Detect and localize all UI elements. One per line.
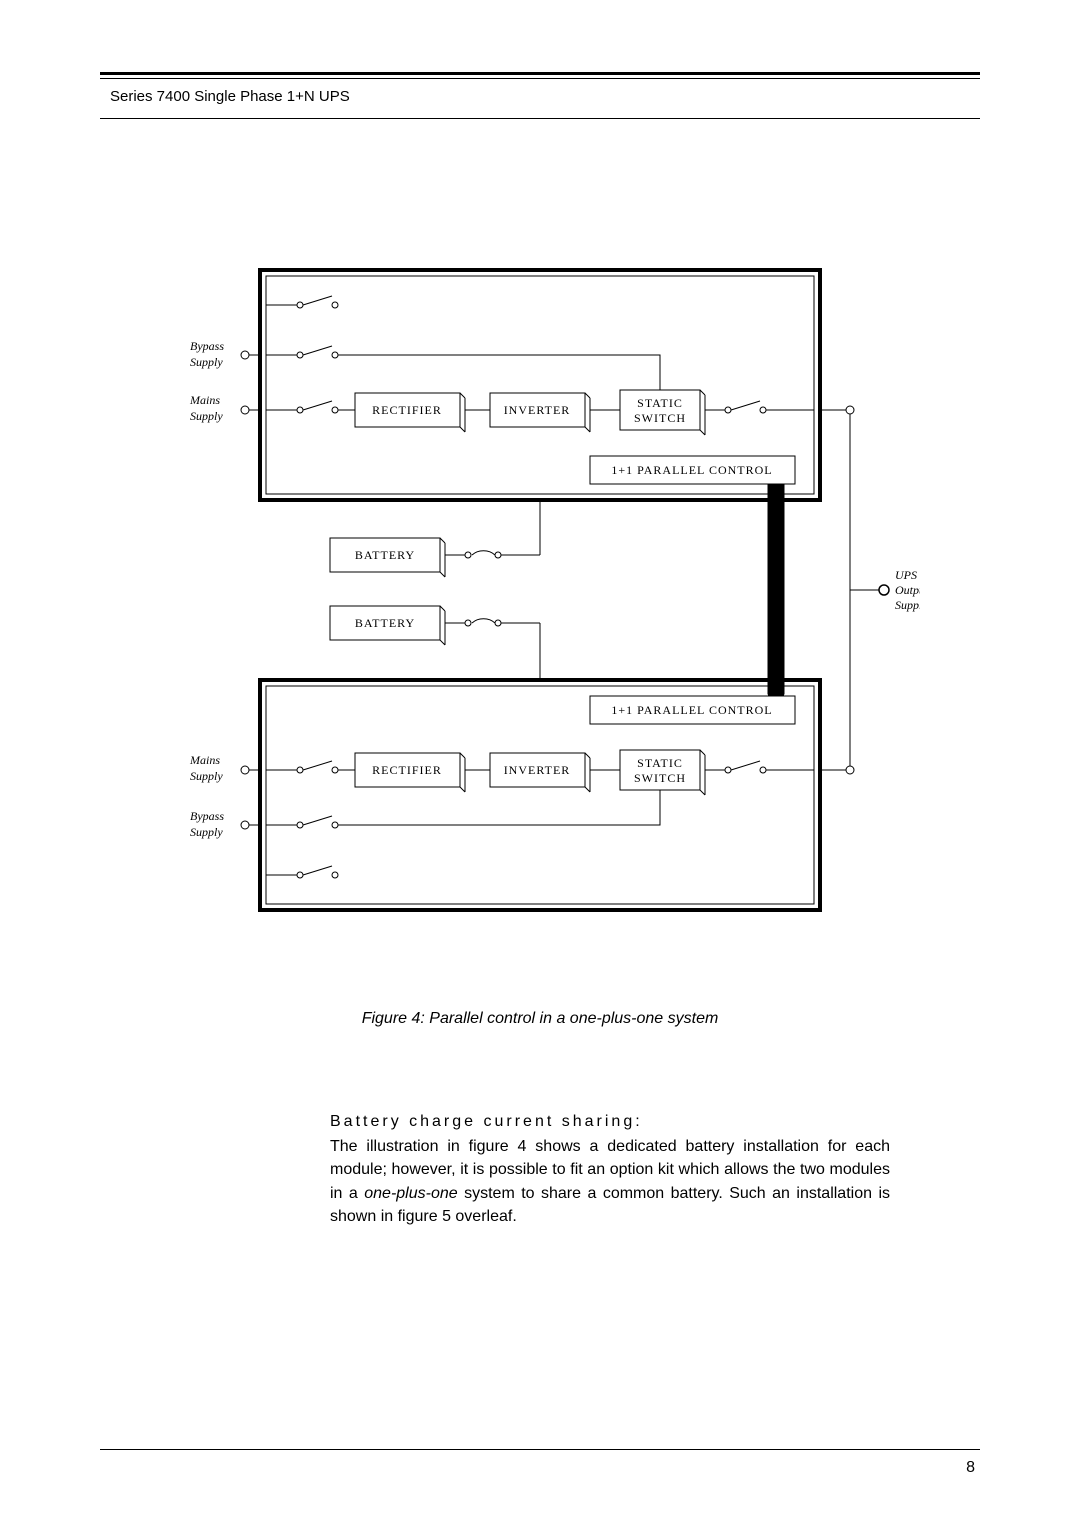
top-bypass-route (338, 355, 660, 390)
label-output-3: Supply (895, 598, 920, 612)
label-mains-bot-1: Mains (189, 753, 220, 767)
bottom-manual-bypass (266, 866, 338, 878)
battery-bottom-label: BATTERY (355, 616, 415, 630)
figure-4-diagram: RECTIFIER INVERTER STATIC SWITCH (160, 260, 920, 950)
bottom-rule (100, 1449, 980, 1450)
top-bypass-switch (266, 346, 590, 358)
bottom-output-switch (725, 761, 814, 773)
label-output-2: Output (895, 583, 920, 597)
label-bypass-top-2: Supply (190, 355, 223, 369)
terminal-bypass-bot (241, 821, 249, 829)
label-output-1: UPS (895, 568, 917, 582)
top-mains-switch (266, 401, 355, 413)
terminal-output (879, 585, 889, 595)
terminal-mains-bot (241, 766, 249, 774)
body-p1-em: one-plus-one (364, 1185, 457, 1202)
label-mains-top-2: Supply (190, 409, 223, 423)
svg-text:SWITCH: SWITCH (634, 411, 686, 425)
bottom-inverter-label: INVERTER (504, 763, 571, 777)
label-bypass-top-1: Bypass (190, 339, 224, 353)
page-number: 8 (966, 1459, 975, 1477)
bottom-rectifier-label: RECTIFIER (372, 763, 442, 777)
top-parallel-control-label: 1+1 PARALLEL CONTROL (611, 463, 772, 477)
body-paragraph: Battery charge current sharing: The illu… (330, 1110, 890, 1228)
body-heading: Battery charge current sharing: (330, 1110, 890, 1133)
bottom-bypass-route (338, 790, 660, 825)
bottom-inverter: INVERTER (490, 753, 590, 792)
svg-text:STATIC: STATIC (637, 756, 683, 770)
label-bypass-bot-2: Supply (190, 825, 223, 839)
top-static-switch: STATIC SWITCH (620, 390, 705, 435)
header-underline (100, 118, 980, 119)
page: Series 7400 Single Phase 1+N UPS (0, 0, 1080, 1525)
terminal-bypass-top (241, 351, 249, 359)
top-rectifier: RECTIFIER (355, 393, 465, 432)
top-inverter: INVERTER (490, 393, 590, 432)
bottom-parallel-control: 1+1 PARALLEL CONTROL (590, 696, 795, 724)
battery-bottom: BATTERY (330, 606, 445, 645)
terminal-mains-top (241, 406, 249, 414)
bottom-mains-switch (266, 761, 355, 773)
figure-caption: Figure 4: Parallel control in a one-plus… (0, 1010, 1080, 1028)
svg-text:SWITCH: SWITCH (634, 771, 686, 785)
bottom-static-switch: STATIC SWITCH (620, 750, 705, 795)
diagram-svg: RECTIFIER INVERTER STATIC SWITCH (160, 260, 920, 950)
top-rectifier-label: RECTIFIER (372, 403, 442, 417)
bottom-rectifier: RECTIFIER (355, 753, 465, 792)
battery-top: BATTERY (330, 538, 445, 577)
top-manual-bypass-1 (266, 296, 338, 308)
top-parallel-control: 1+1 PARALLEL CONTROL (590, 456, 795, 484)
battery-top-label: BATTERY (355, 548, 415, 562)
top-inverter-label: INVERTER (504, 403, 571, 417)
bottom-parallel-control-label: 1+1 PARALLEL CONTROL (611, 703, 772, 717)
label-mains-bot-2: Supply (190, 769, 223, 783)
top-output-switch (725, 401, 814, 413)
label-bypass-bot-1: Bypass (190, 809, 224, 823)
svg-text:STATIC: STATIC (637, 396, 683, 410)
bottom-bypass-switch (266, 816, 338, 828)
label-mains-top-1: Mains (189, 393, 220, 407)
top-rule-thin (100, 78, 980, 79)
page-header: Series 7400 Single Phase 1+N UPS (110, 88, 350, 105)
top-rule-heavy (100, 72, 980, 75)
